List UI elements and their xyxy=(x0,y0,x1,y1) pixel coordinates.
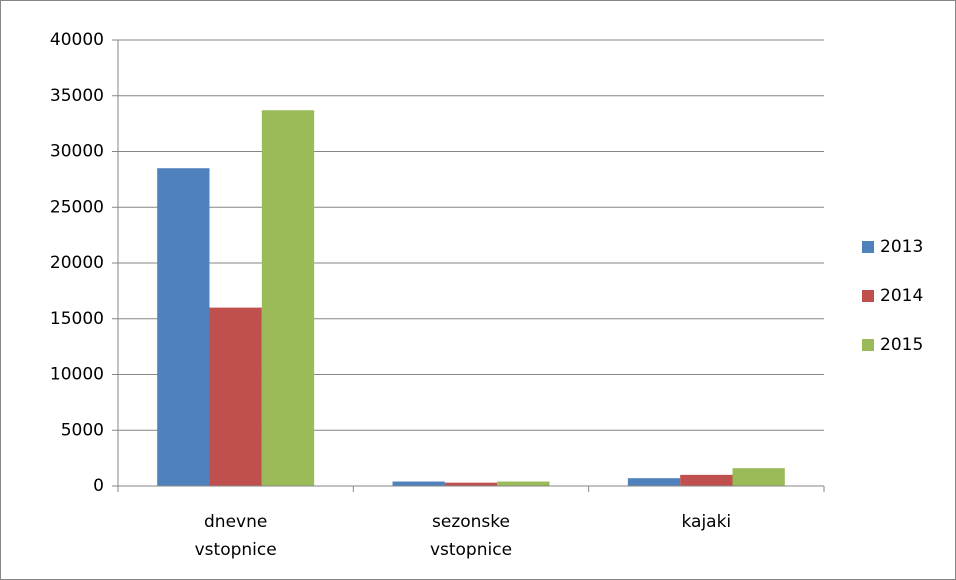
bar xyxy=(157,168,210,486)
legend-swatch xyxy=(862,241,874,253)
legend-swatch xyxy=(862,339,874,351)
x-tick-label-line: vstopnice xyxy=(430,540,512,560)
y-tick-label: 40000 xyxy=(50,30,104,50)
bar xyxy=(497,481,550,486)
legend-label: 2014 xyxy=(880,286,923,306)
y-tick-label: 35000 xyxy=(50,86,104,106)
bar xyxy=(444,482,498,486)
y-tick-label: 20000 xyxy=(50,253,104,273)
x-tick-label: dnevne vstopnice xyxy=(195,512,277,560)
bar xyxy=(261,110,315,487)
y-tick-label: 25000 xyxy=(50,197,104,217)
bar xyxy=(732,468,785,486)
x-tick-label: sezonske vstopnice xyxy=(430,512,512,560)
legend-label: 2013 xyxy=(880,237,923,257)
x-tick-label-line: sezonske xyxy=(432,512,510,532)
y-tick-label: 0 xyxy=(93,476,104,496)
x-tick-label-line: dnevne xyxy=(204,512,267,532)
bar xyxy=(680,474,733,486)
y-tick-label: 30000 xyxy=(50,142,104,162)
legend-swatch xyxy=(862,290,874,302)
y-tick-label: 15000 xyxy=(50,309,104,329)
bar xyxy=(209,307,262,486)
bar xyxy=(627,478,681,486)
y-tick-label: 5000 xyxy=(61,420,104,440)
bar xyxy=(392,481,445,486)
x-tick-label: kajaki xyxy=(681,512,731,532)
legend-label: 2015 xyxy=(880,335,923,355)
y-tick-label: 10000 xyxy=(50,365,104,385)
x-tick-label-line: vstopnice xyxy=(195,540,277,560)
